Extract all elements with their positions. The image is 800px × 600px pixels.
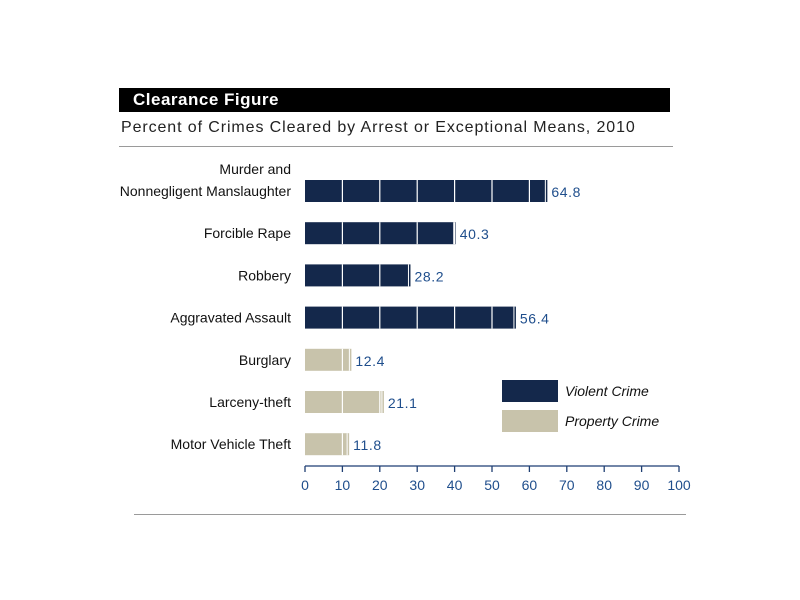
- legend-swatch-property: [502, 410, 558, 432]
- bar: [305, 180, 548, 202]
- x-tick-label: 60: [522, 477, 538, 493]
- bar-value-label: 28.2: [414, 268, 444, 284]
- x-tick-label: 50: [484, 477, 500, 493]
- category-label: Robbery: [238, 267, 291, 283]
- category-label: Burglary: [239, 352, 291, 368]
- x-tick-label: 40: [447, 477, 463, 493]
- category-label: Larceny-theft: [209, 394, 291, 410]
- chart-title-bar: Clearance Figure: [119, 88, 670, 112]
- category-label: Forcible Rape: [204, 225, 291, 241]
- bottom-divider: [134, 514, 686, 515]
- bar: [305, 264, 411, 287]
- bar: [305, 433, 350, 456]
- top-divider: [119, 146, 673, 147]
- bar-value-label: 12.4: [355, 353, 385, 369]
- category-label: Nonnegligent Manslaughter: [120, 183, 292, 199]
- bar-value-label: 11.8: [353, 437, 382, 453]
- bar-value-label: 64.8: [551, 184, 581, 200]
- category-label: Aggravated Assault: [170, 310, 291, 326]
- x-tick-label: 0: [301, 477, 309, 493]
- x-tick-label: 70: [559, 477, 575, 493]
- x-tick-label: 80: [596, 477, 612, 493]
- bar: [305, 306, 516, 329]
- x-tick-label: 10: [335, 477, 351, 493]
- bar: [305, 391, 384, 413]
- bar-value-label: 40.3: [460, 226, 490, 242]
- chart-subtitle: Percent of Crimes Cleared by Arrest or E…: [121, 119, 636, 136]
- legend-swatch-violent: [502, 380, 558, 402]
- x-tick-label: 90: [634, 477, 650, 493]
- category-label: Murder and: [219, 161, 291, 177]
- bar: [305, 348, 352, 371]
- chart-title: Clearance Figure: [133, 90, 279, 109]
- bar-value-label: 56.4: [520, 311, 550, 327]
- x-tick-label: 20: [372, 477, 388, 493]
- legend-label-violent: Violent Crime: [565, 383, 649, 399]
- legend-label-property: Property Crime: [565, 413, 659, 429]
- category-label: Motor Vehicle Theft: [171, 436, 291, 452]
- bar-value-label: 21.1: [388, 395, 418, 411]
- x-tick-label: 100: [667, 477, 691, 493]
- x-tick-label: 30: [409, 477, 425, 493]
